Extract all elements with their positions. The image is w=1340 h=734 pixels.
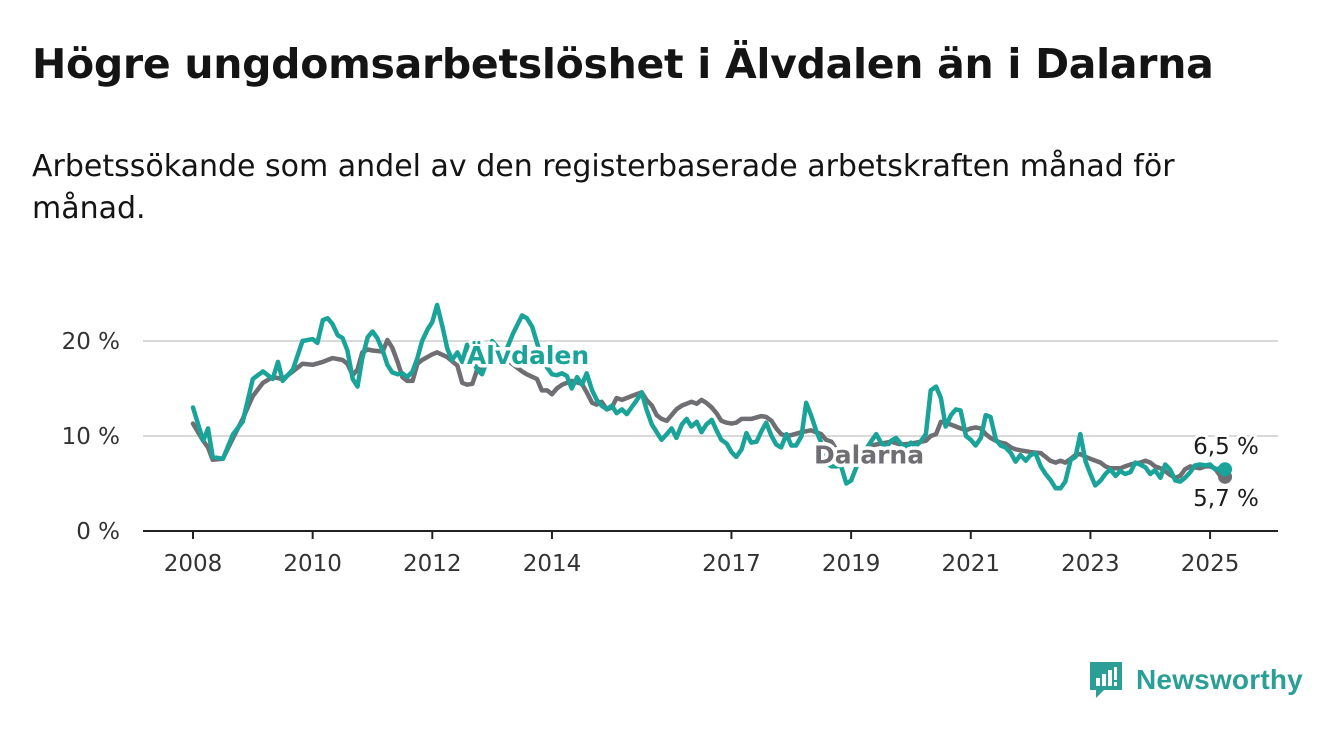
y-tick-label: 0 % bbox=[76, 519, 120, 545]
end-label-dalarna: 5,7 % bbox=[1193, 486, 1259, 512]
x-tick-label: 2023 bbox=[1061, 551, 1120, 577]
series-label-dalarna-halo: Dalarna bbox=[814, 441, 924, 470]
x-tick-label: 2010 bbox=[283, 551, 342, 577]
brand-logo: Newsworthy bbox=[1088, 660, 1303, 700]
series-label-alvdalen-halo: Älvdalen bbox=[467, 340, 589, 370]
series-end-marker bbox=[1218, 462, 1233, 477]
series-line-alvdalen bbox=[190, 302, 1228, 491]
gridlines bbox=[143, 340, 1278, 532]
end-label-alvdalen: 6,5 % bbox=[1193, 434, 1259, 460]
x-tick-label: 2008 bbox=[164, 551, 223, 577]
x-tick-label: 2019 bbox=[822, 551, 881, 577]
y-tick-label: 10 % bbox=[62, 424, 120, 450]
y-axis-ticks: 0 % 10 % 20 % bbox=[62, 329, 120, 545]
x-tick-label: 2025 bbox=[1181, 551, 1240, 577]
end-label-alvdalen-halo: 6,5 % bbox=[1193, 434, 1259, 460]
y-tick-label: 20 % bbox=[62, 329, 120, 355]
chart-title: Högre ungdomsarbetslöshet i Älvdalen än … bbox=[32, 40, 1214, 88]
x-tick-label: 2012 bbox=[403, 551, 462, 577]
bar-chart-speech-bubble-icon bbox=[1090, 662, 1122, 698]
brand-name: Newsworthy bbox=[1136, 664, 1303, 695]
chart-subtitle: Arbetssökande som andel av den registerb… bbox=[32, 149, 1175, 226]
x-tick-label: 2017 bbox=[702, 551, 761, 577]
series-lines bbox=[190, 302, 1233, 491]
end-label-dalarna-halo: 5,7 % bbox=[1193, 486, 1259, 512]
x-tick-label: 2021 bbox=[941, 551, 1000, 577]
series-label-dalarna: Dalarna bbox=[814, 441, 924, 470]
series-label-alvdalen: Älvdalen bbox=[467, 340, 589, 370]
x-axis-ticks: 2008 2010 2012 2014 2017 2019 2021 2023 2025 bbox=[164, 531, 1240, 577]
x-tick-label: 2014 bbox=[523, 551, 582, 577]
